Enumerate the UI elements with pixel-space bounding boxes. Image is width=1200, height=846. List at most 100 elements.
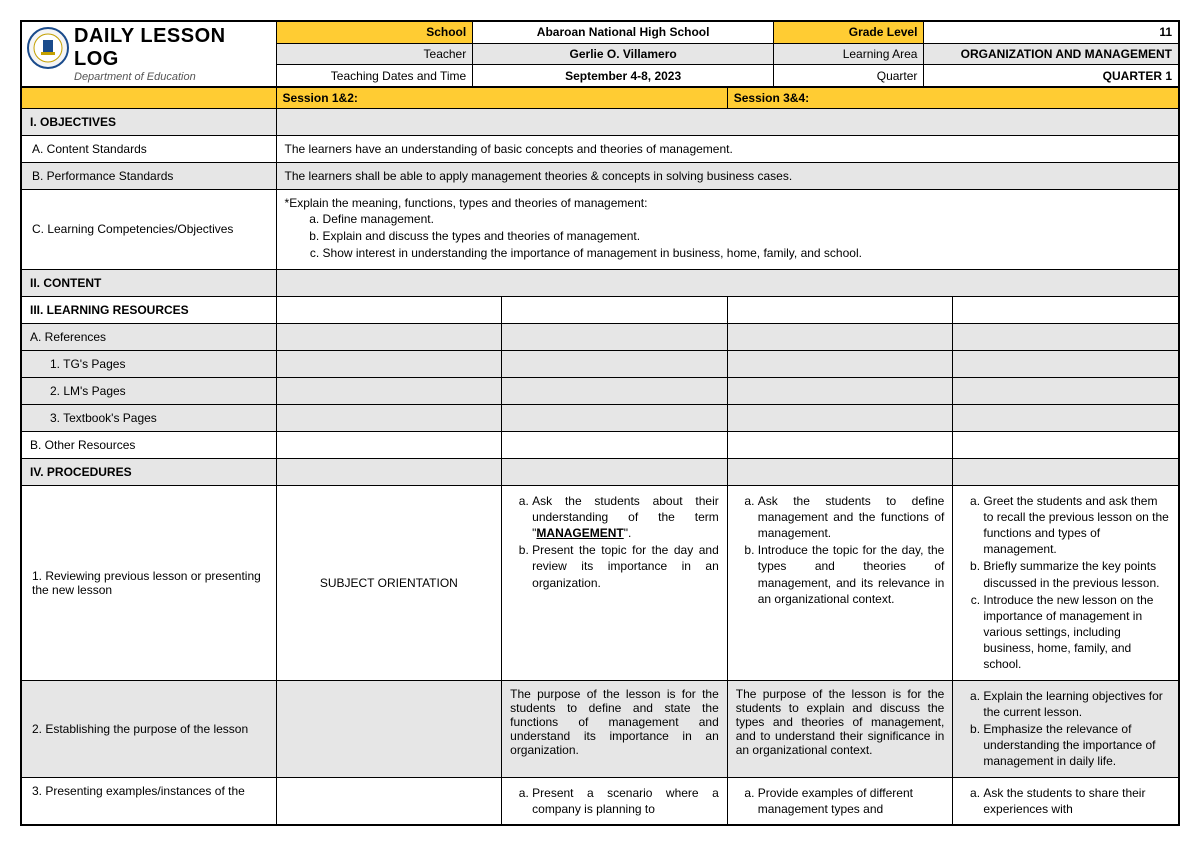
- title-cell: DAILY LESSON LOG Department of Education: [22, 22, 277, 87]
- competencies-value: *Explain the meaning, functions, types a…: [276, 190, 1178, 270]
- proc1-col3-b: Introduce the topic for the day, the typ…: [758, 542, 945, 607]
- proc1-label: 1. Reviewing previous lesson or presenti…: [22, 485, 277, 680]
- empty-cell: [953, 323, 1179, 350]
- empty-cell: [727, 458, 953, 485]
- label-dates: Teaching Dates and Time: [276, 65, 473, 87]
- empty-cell: [276, 109, 1178, 136]
- label-grade: Grade Level: [774, 22, 924, 44]
- proc2-col4-b: Emphasize the relevance of understanding…: [983, 721, 1170, 770]
- proc3-label: 3. Presenting examples/instances of the: [22, 777, 277, 824]
- proc1-col2-b: Present the topic for the day and review…: [532, 542, 719, 591]
- header-table: DAILY LESSON LOG Department of Education…: [21, 21, 1179, 87]
- keyword-management: MANAGEMENT: [536, 526, 623, 540]
- empty-cell: [953, 404, 1179, 431]
- performance-standards-label: B. Performance Standards: [22, 163, 277, 190]
- section-procedures: IV. PROCEDURES: [22, 458, 277, 485]
- content-standards-value: The learners have an understanding of ba…: [276, 136, 1178, 163]
- other-resources-label: B. Other Resources: [22, 431, 277, 458]
- section-objectives: I. OBJECTIVES: [22, 109, 277, 136]
- empty-cell: [502, 431, 728, 458]
- proc1-col1: SUBJECT ORIENTATION: [276, 485, 502, 680]
- proc3-col1: [276, 777, 502, 824]
- proc3-col4: Ask the students to share their experien…: [953, 777, 1179, 824]
- label-quarter: Quarter: [774, 65, 924, 87]
- proc2-col1: [276, 680, 502, 777]
- proc2-col3: The purpose of the lesson is for the stu…: [727, 680, 953, 777]
- proc3-col4-a: Ask the students to share their experien…: [983, 785, 1170, 817]
- textbook-pages-label: 3. Textbook's Pages: [22, 404, 277, 431]
- competencies-label: C. Learning Competencies/Objectives: [22, 190, 277, 270]
- empty-cell: [953, 431, 1179, 458]
- session-blank: [22, 88, 277, 109]
- empty-cell: [502, 323, 728, 350]
- value-quarter: QUARTER 1: [924, 65, 1179, 87]
- empty-cell: [953, 377, 1179, 404]
- proc3-col2-a: Present a scenario where a company is pl…: [532, 785, 719, 817]
- proc1-col4-a: Greet the students and ask them to recal…: [983, 493, 1170, 558]
- empty-cell: [276, 350, 502, 377]
- value-school: Abaroan National High School: [473, 22, 774, 44]
- empty-cell: [502, 458, 728, 485]
- empty-cell: [953, 296, 1179, 323]
- value-grade: 11: [924, 22, 1179, 44]
- empty-cell: [276, 458, 502, 485]
- session-right: Session 3&4:: [727, 88, 1178, 109]
- proc2-label: 2. Establishing the purpose of the lesso…: [22, 680, 277, 777]
- competencies-intro: *Explain the meaning, functions, types a…: [285, 196, 1170, 210]
- comp-c: Show interest in understanding the impor…: [323, 245, 1170, 261]
- value-dates: September 4-8, 2023: [473, 65, 774, 87]
- empty-cell: [502, 350, 728, 377]
- empty-cell: [953, 350, 1179, 377]
- session-left: Session 1&2:: [276, 88, 727, 109]
- proc3-col3: Provide examples of different management…: [727, 777, 953, 824]
- text: ".: [624, 526, 632, 540]
- performance-standards-value: The learners shall be able to apply mana…: [276, 163, 1178, 190]
- main-table: Session 1&2: Session 3&4: I. OBJECTIVES …: [21, 87, 1179, 825]
- empty-cell: [727, 350, 953, 377]
- value-area: ORGANIZATION AND MANAGEMENT: [924, 43, 1179, 65]
- comp-a: Define management.: [323, 211, 1170, 227]
- doc-subtitle: Department of Education: [74, 71, 270, 83]
- empty-cell: [276, 296, 502, 323]
- proc1-col3-a: Ask the students to define management an…: [758, 493, 945, 542]
- proc2-col2: The purpose of the lesson is for the stu…: [502, 680, 728, 777]
- proc1-col2-a: Ask the students about their understandi…: [532, 493, 719, 542]
- empty-cell: [276, 377, 502, 404]
- empty-cell: [727, 404, 953, 431]
- section-content: II. CONTENT: [22, 269, 277, 296]
- proc1-col2: Ask the students about their understandi…: [502, 485, 728, 680]
- proc3-col2: Present a scenario where a company is pl…: [502, 777, 728, 824]
- proc1-col4: Greet the students and ask them to recal…: [953, 485, 1179, 680]
- empty-cell: [953, 458, 1179, 485]
- empty-cell: [276, 404, 502, 431]
- empty-cell: [276, 431, 502, 458]
- references-label: A. References: [22, 323, 277, 350]
- proc1-col4-c: Introduce the new lesson on the importan…: [983, 592, 1170, 673]
- proc1-col3: Ask the students to define management an…: [727, 485, 953, 680]
- empty-cell: [727, 296, 953, 323]
- empty-cell: [276, 269, 1178, 296]
- label-area: Learning Area: [774, 43, 924, 65]
- label-teacher: Teacher: [276, 43, 473, 65]
- proc2-col4: Explain the learning objectives for the …: [953, 680, 1179, 777]
- comp-b: Explain and discuss the types and theori…: [323, 228, 1170, 244]
- proc2-col4-a: Explain the learning objectives for the …: [983, 688, 1170, 720]
- lm-pages-label: 2. LM's Pages: [22, 377, 277, 404]
- proc3-col3-a: Provide examples of different management…: [758, 785, 945, 817]
- proc1-col4-b: Briefly summarize the key points discuss…: [983, 558, 1170, 590]
- lesson-log-document: DAILY LESSON LOG Department of Education…: [20, 20, 1180, 826]
- session-row: Session 1&2: Session 3&4:: [22, 88, 1179, 109]
- section-resources: III. LEARNING RESOURCES: [22, 296, 277, 323]
- empty-cell: [727, 431, 953, 458]
- content-standards-label: A. Content Standards: [22, 136, 277, 163]
- tg-pages-label: 1. TG's Pages: [22, 350, 277, 377]
- empty-cell: [502, 296, 728, 323]
- label-school: School: [276, 22, 473, 44]
- empty-cell: [276, 323, 502, 350]
- empty-cell: [502, 404, 728, 431]
- value-teacher: Gerlie O. Villamero: [473, 43, 774, 65]
- deped-seal-icon: [26, 26, 70, 70]
- empty-cell: [727, 377, 953, 404]
- doc-title: DAILY LESSON LOG: [74, 25, 270, 71]
- empty-cell: [727, 323, 953, 350]
